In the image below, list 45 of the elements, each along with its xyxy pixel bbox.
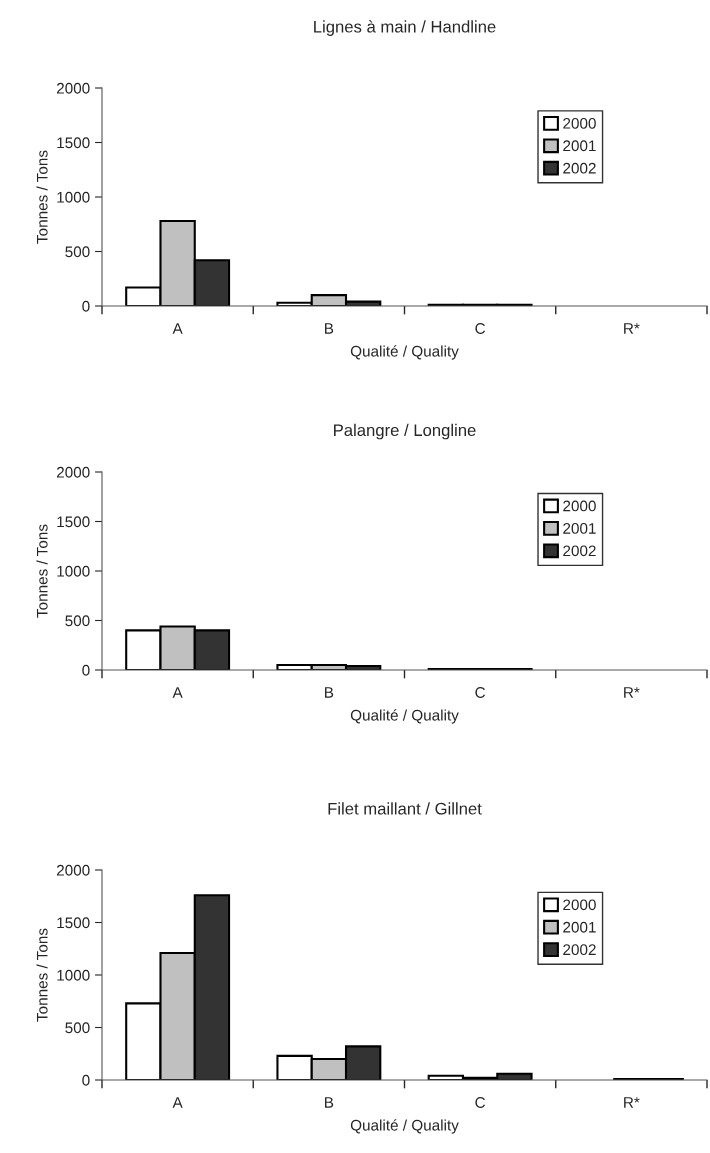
chart-title: Filet maillant / Gillnet: [328, 802, 482, 815]
legend-label: 2002: [563, 944, 596, 956]
x-tick-label: B: [325, 687, 334, 698]
y-tick-label: 500: [65, 1022, 90, 1034]
y-tick-label: 1500: [57, 137, 90, 149]
legend-label: 2000: [563, 117, 596, 129]
x-tick-label: R*: [624, 323, 640, 334]
x-tick-label: C: [475, 323, 486, 334]
x-tick-label: A: [172, 323, 183, 334]
y-tick-label: 2000: [56, 864, 90, 876]
legend-label: 2001: [563, 522, 596, 534]
legend-label: 2001: [563, 921, 596, 933]
x-tick-label: R*: [624, 1097, 640, 1108]
y-tick-label: 0: [82, 664, 90, 676]
x-tick-label: R*: [624, 687, 640, 698]
x-axis-title: Qualité / Quality: [350, 709, 459, 724]
x-axis-title: Qualité / Quality: [350, 1119, 459, 1134]
y-axis-title: Tonnes / Tons: [36, 524, 48, 618]
y-tick-label: 1000: [57, 191, 90, 203]
y-axis-title: Tonnes / Tons: [36, 928, 48, 1022]
chart-title: Palangre / Longline: [334, 423, 476, 440]
x-tick-label: A: [172, 1097, 183, 1108]
x-tick-label: B: [325, 1097, 334, 1108]
x-tick-label: B: [325, 323, 334, 334]
x-tick-label: C: [475, 687, 486, 698]
legend-label: 2001: [563, 140, 596, 152]
legend-label: 2000: [563, 500, 596, 512]
y-tick-label: 2000: [56, 466, 90, 478]
y-tick-label: 1000: [57, 969, 90, 981]
y-tick-label: 500: [65, 615, 90, 627]
legend-label: 2000: [563, 899, 596, 911]
y-tick-label: 1000: [57, 565, 90, 577]
x-tick-label: C: [475, 1097, 486, 1108]
x-axis-title: Qualité / Quality: [350, 345, 459, 360]
x-tick-label: A: [172, 687, 183, 698]
chart-title: Lignes à main / Handline: [314, 20, 496, 36]
y-tick-label: 0: [82, 300, 90, 312]
y-tick-label: 1500: [57, 516, 90, 528]
y-tick-label: 2000: [56, 82, 90, 94]
legend-label: 2002: [563, 545, 596, 557]
y-tick-label: 1500: [57, 917, 90, 929]
y-tick-label: 500: [65, 246, 90, 258]
legend-label: 2002: [563, 162, 596, 174]
y-axis-title: Tonnes / Tons: [36, 150, 48, 244]
y-tick-label: 0: [82, 1074, 90, 1086]
